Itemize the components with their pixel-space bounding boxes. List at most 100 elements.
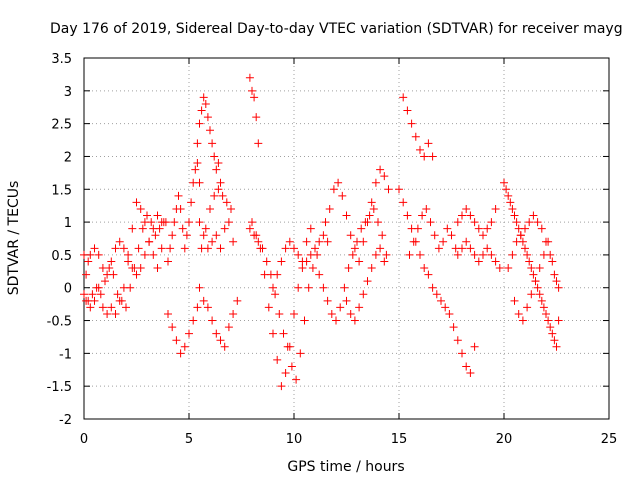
data-point <box>111 244 120 253</box>
data-point <box>292 375 301 384</box>
data-point <box>199 93 208 102</box>
data-point <box>527 290 536 299</box>
data-point <box>218 191 227 200</box>
data-point <box>516 231 525 240</box>
data-point <box>199 296 208 305</box>
data-point <box>453 250 462 259</box>
data-point <box>371 178 380 187</box>
data-point <box>107 257 116 266</box>
data-point <box>521 244 529 253</box>
data-point <box>111 309 120 318</box>
data-point <box>521 224 529 233</box>
data-point <box>470 218 479 227</box>
data-point <box>346 231 355 240</box>
data-point <box>416 145 424 154</box>
data-point <box>443 224 452 233</box>
data-point <box>195 283 204 292</box>
data-point <box>159 218 168 227</box>
data-point <box>327 309 336 318</box>
data-point <box>193 159 202 168</box>
data-point <box>269 283 277 292</box>
data-point <box>332 316 340 325</box>
data-point <box>342 211 351 220</box>
data-point <box>315 270 324 279</box>
data-point <box>138 224 147 233</box>
data-point <box>145 237 154 246</box>
data-point <box>544 237 553 246</box>
data-point <box>529 270 538 279</box>
data-point <box>84 257 93 266</box>
data-point <box>264 303 273 312</box>
data-point <box>474 224 483 233</box>
data-point <box>350 316 359 325</box>
data-point <box>229 237 238 246</box>
data-point <box>180 244 189 253</box>
data-point <box>294 250 303 259</box>
data-point <box>554 283 563 292</box>
data-point <box>380 172 389 181</box>
data-point <box>403 106 412 115</box>
x-axis-label: GPS time / hours <box>287 459 404 475</box>
data-point <box>195 119 204 128</box>
data-point <box>101 277 109 286</box>
data-point <box>533 218 542 227</box>
data-point <box>290 244 298 253</box>
data-point <box>180 342 189 351</box>
data-point <box>90 244 99 253</box>
data-point <box>168 323 177 332</box>
data-point <box>172 336 181 345</box>
data-point <box>140 218 149 227</box>
data-point <box>544 316 553 325</box>
data-point <box>340 283 349 292</box>
data-point <box>254 139 263 148</box>
data-point <box>187 198 196 207</box>
x-tick-label: 20 <box>496 432 513 447</box>
data-point <box>311 244 319 253</box>
data-point <box>491 257 500 266</box>
data-point <box>306 224 315 233</box>
y-tick-label: -2 <box>59 413 72 428</box>
data-point <box>203 244 212 253</box>
data-point <box>290 309 298 318</box>
data-point <box>348 250 357 259</box>
data-point <box>195 178 204 187</box>
data-point <box>542 309 550 318</box>
data-point <box>271 290 280 299</box>
data-point <box>321 218 330 227</box>
data-point <box>96 290 105 299</box>
data-point <box>367 198 376 207</box>
data-point <box>418 211 427 220</box>
data-point <box>176 204 185 213</box>
data-point <box>279 329 288 338</box>
y-tick-label: 1 <box>64 216 72 231</box>
data-point <box>220 342 229 351</box>
data-point <box>216 336 225 345</box>
data-point <box>466 369 475 378</box>
data-point <box>447 231 456 240</box>
data-point <box>508 250 517 259</box>
data-point <box>420 264 429 273</box>
data-point <box>88 290 97 299</box>
data-point <box>206 204 214 213</box>
data-point <box>504 191 513 200</box>
data-point <box>197 106 206 115</box>
data-point <box>245 73 254 82</box>
data-point <box>302 237 311 246</box>
data-point <box>359 290 368 299</box>
data-point <box>153 211 162 220</box>
data-point <box>185 329 193 338</box>
x-tick-label: 10 <box>286 432 303 447</box>
data-point <box>413 224 422 233</box>
data-point <box>325 204 334 213</box>
data-point <box>395 185 403 194</box>
data-point <box>216 178 225 187</box>
data-point <box>470 342 479 351</box>
data-point <box>350 244 359 253</box>
data-point <box>304 283 313 292</box>
data-point <box>382 250 391 259</box>
data-point <box>474 257 483 266</box>
data-point <box>248 86 256 95</box>
data-point <box>458 244 466 253</box>
data-point <box>124 257 133 266</box>
data-point <box>168 231 177 240</box>
